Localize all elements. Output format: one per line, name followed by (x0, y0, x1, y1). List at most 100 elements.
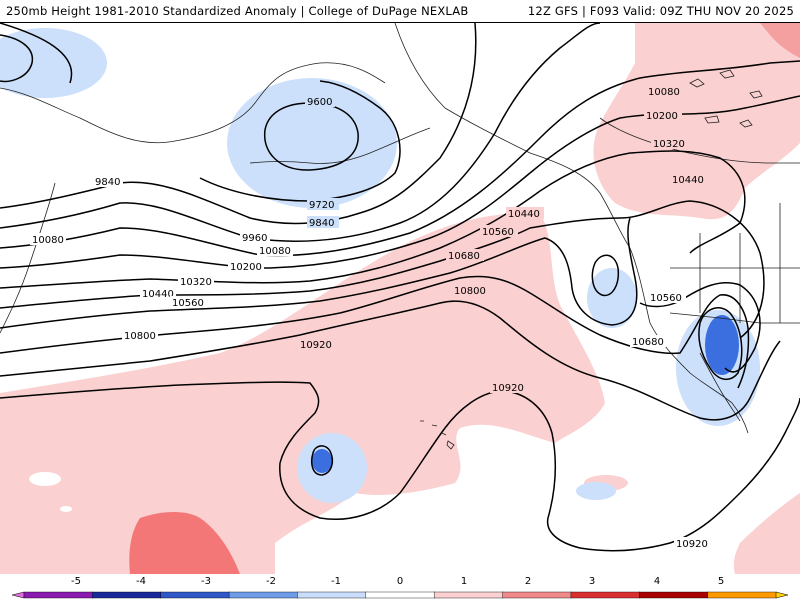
contour-label-10080-east: 10080 (648, 87, 680, 98)
colorbar-tick-label: 1 (461, 576, 467, 587)
contour-9600-northwest (0, 34, 34, 83)
label-bg (228, 260, 264, 272)
colorbar-min-arrow (11, 591, 25, 599)
positive-anomaly-shading (0, 23, 800, 574)
colorbar-swatch (502, 591, 572, 599)
label-bg (170, 296, 206, 308)
pacific-positive-anomaly-region (0, 212, 605, 574)
label-bg (307, 216, 339, 228)
contour-label-10320-central: 10320 (180, 277, 212, 288)
contour-label-10680-central: 10680 (448, 251, 480, 262)
colorbar-swatch (160, 591, 230, 599)
contour-label-9960: 9960 (242, 233, 267, 244)
contour-label-10560-central: 10560 (172, 298, 204, 309)
contour-label-10440-east: 10440 (672, 175, 704, 186)
colorbar-tick-labels: -5 -4 -3 -2 -1 0 1 2 3 4 5 (71, 576, 724, 587)
contour-label-10800-west: 10800 (124, 331, 156, 342)
colorbar-tick-label: -1 (331, 576, 341, 587)
colorbar-tick-label: 2 (525, 576, 531, 587)
contour-label-10080-west: 10080 (32, 235, 64, 246)
contour-10680-baja-loop (698, 307, 743, 380)
colorbar-swatch (92, 591, 162, 599)
central-small-negative-patch (576, 482, 616, 500)
contour-10080 (0, 60, 800, 257)
colorbar-swatch (639, 591, 709, 599)
colorbar-tick-label: -2 (266, 576, 276, 587)
label-bg (178, 275, 214, 287)
colorbar-svg: -5 -4 -3 -2 -1 0 1 2 3 4 5 (11, 576, 789, 599)
baja-core-negative-anomaly (705, 315, 739, 375)
contour-label-10560-coast: 10560 (650, 293, 682, 304)
model-run-info: 12Z GFS | F093 Valid: 09Z THU NOV 20 202… (527, 4, 794, 18)
gulf-small-negative-anomaly (587, 268, 637, 328)
anomaly-map: 9600 9720 9840 9840 9960 10080 10080 100… (0, 23, 800, 574)
northeast-medium-anomaly-patch (760, 23, 800, 58)
bering-negative-anomaly (227, 78, 397, 208)
north-america-west-coast (629, 247, 749, 434)
us-state-lines (670, 203, 800, 323)
contour-label-10800-central: 10800 (454, 286, 486, 297)
contour-label-10680-east: 10680 (632, 337, 664, 348)
colorbar-tick-label: -4 (136, 576, 146, 587)
pacific-island-marker (60, 506, 72, 512)
contour-10680 (0, 275, 750, 389)
southeast-positive-anomaly-region (733, 493, 800, 574)
contour-9720 (0, 23, 401, 202)
label-bg (630, 335, 666, 347)
contour-label-9840-east: 9840 (309, 218, 334, 229)
coastlines (0, 23, 800, 450)
colorbar-swatch (570, 591, 640, 599)
contour-label-9840-west: 9840 (95, 177, 120, 188)
contour-label-10920-west: 10920 (300, 340, 332, 351)
map-panel: 9600 9720 9840 9840 9960 10080 10080 100… (0, 23, 800, 574)
label-bg (648, 291, 686, 303)
northwest-negative-anomaly (0, 28, 107, 98)
label-bg (646, 85, 684, 97)
contour-label-9600: 9600 (307, 97, 332, 108)
height-contours (0, 23, 800, 552)
contour-label-9720: 9720 (309, 200, 334, 211)
colorbar-tick-label: -3 (201, 576, 211, 587)
label-bg (651, 137, 689, 149)
contour-label-10200-central: 10200 (230, 262, 262, 273)
map-header: 250mb Height 1981-2010 Standardized Anom… (0, 0, 800, 23)
label-bg (670, 173, 708, 185)
contour-label-10920-south: 10920 (676, 539, 708, 550)
contour-label-group: 9600 9720 9840 9840 9960 10080 10080 100… (30, 85, 712, 550)
southwest-medium-anomaly-patch (129, 511, 240, 574)
label-bg (307, 198, 339, 210)
northeast-positive-anomaly-region (593, 23, 800, 220)
contour-hawaii-inner-low (310, 445, 334, 476)
contour-9960 (0, 23, 601, 242)
hawaiian-islands (420, 420, 455, 450)
contour-label-10320-east: 10320 (653, 139, 685, 150)
label-bg (480, 225, 518, 237)
colorbar-swatch (23, 591, 94, 599)
contour-10560-gulf-loop (591, 254, 620, 297)
contour-label-10440-central: 10440 (142, 289, 174, 300)
label-bg (506, 207, 544, 219)
contour-10800 (0, 300, 781, 421)
colorbar: -5 -4 -3 -2 -1 0 1 2 3 4 5 (0, 574, 800, 600)
contour-10320 (0, 150, 746, 289)
colorbar-tick-label: 3 (589, 576, 595, 587)
label-bg (30, 233, 66, 245)
label-bg (446, 249, 484, 261)
colorbar-max-arrow (775, 591, 789, 599)
contour-label-10920-central: 10920 (492, 383, 524, 394)
contour-10560 (0, 217, 761, 373)
negative-anomaly-shading (0, 28, 760, 503)
colorbar-swatch (433, 591, 504, 599)
label-bg (305, 95, 335, 107)
label-bg (257, 244, 293, 256)
island-markers (29, 472, 72, 512)
colorbar-swatch (228, 591, 299, 599)
contour-9600-bering-low (264, 102, 359, 171)
label-bg (140, 287, 176, 299)
colorbar-tick-label: -5 (71, 576, 81, 587)
label-bg (490, 381, 528, 393)
contour-label-10560-gulf: 10560 (482, 227, 514, 238)
colorbar-tick-label: 5 (718, 576, 724, 587)
label-bg (240, 231, 270, 243)
label-bg (452, 284, 490, 296)
